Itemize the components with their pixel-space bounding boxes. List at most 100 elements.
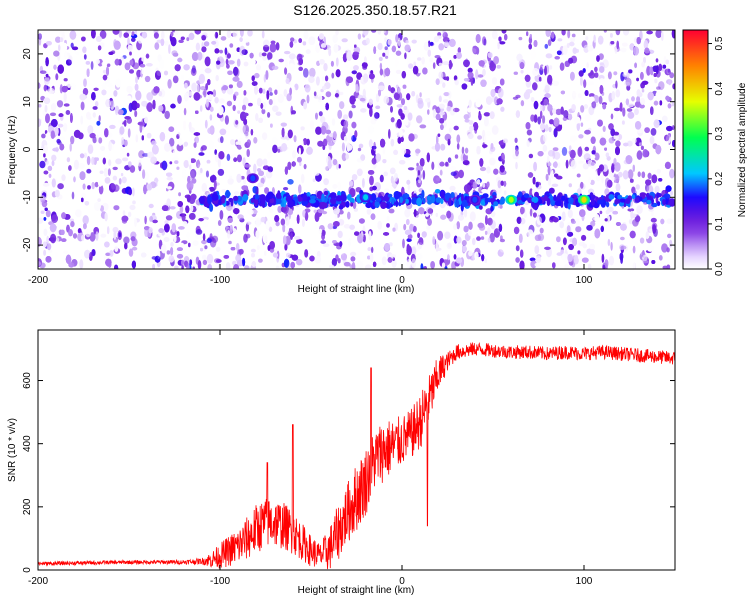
heatmap-cell (174, 265, 179, 269)
heatmap-cell (229, 43, 234, 48)
heatmap-cell (232, 228, 237, 233)
heatmap-cell (529, 257, 536, 262)
heatmap-cell (447, 157, 452, 163)
heatmap-cell (198, 152, 205, 156)
heatmap-cell (54, 126, 59, 136)
heatmap-cell (590, 136, 596, 144)
heatmap-cell (124, 62, 131, 71)
heatmap-cell (526, 129, 533, 136)
heatmap-cell (224, 115, 229, 125)
heatmap-cell (343, 224, 351, 229)
heatmap-cell (554, 56, 560, 60)
heatmap-cell (669, 239, 673, 248)
heatmap-cell (148, 203, 154, 209)
heatmap-cell (612, 210, 618, 215)
heatmap-cell (413, 61, 417, 67)
heatmap-cell (516, 53, 523, 62)
heatmap-cell (646, 245, 654, 252)
heatmap-cell (255, 217, 261, 228)
heatmap-cell (201, 254, 207, 260)
heatmap-cell (592, 155, 596, 159)
heatmap-cell (593, 34, 596, 43)
heatmap-cell (122, 157, 129, 162)
heatmap-cell (250, 248, 256, 253)
heatmap-cell (582, 163, 589, 170)
heatmap-cell (533, 114, 538, 123)
heatmap-cell (267, 112, 271, 118)
heatmap-cell (567, 253, 573, 262)
heatmap-cell (332, 183, 338, 189)
heatmap-cell (361, 62, 368, 68)
heatmap-cell (639, 237, 645, 244)
heatmap-cell (371, 246, 374, 253)
heatmap-cell (176, 166, 180, 170)
heatmap-cell (666, 264, 671, 269)
heatmap-cell (495, 187, 502, 194)
heatmap-cell (636, 37, 641, 45)
heatmap-cell (525, 122, 531, 130)
heatmap-cell (484, 230, 488, 235)
heatmap-cell (625, 155, 633, 165)
heatmap-cell (561, 146, 568, 156)
heatmap-cell (82, 46, 87, 54)
heatmap-cell (481, 188, 488, 193)
heatmap-cell (387, 257, 393, 263)
heatmap-cell (246, 139, 251, 147)
heatmap-cell (637, 129, 644, 134)
heatmap-cell (224, 47, 228, 55)
heatmap-cell (256, 244, 260, 251)
heatmap-cell (113, 40, 121, 50)
heatmap-cell (333, 221, 340, 227)
heatmap-cell (443, 92, 450, 97)
heatmap-cell (577, 146, 583, 157)
heatmap-cell (309, 255, 315, 262)
heatmap-cell (467, 71, 474, 79)
heatmap-cell (70, 221, 75, 228)
heatmap-cell (406, 179, 411, 185)
heatmap-cell (338, 209, 344, 215)
heatmap-cell (579, 209, 586, 218)
heatmap-cell (590, 239, 596, 243)
heatmap-cell (390, 139, 395, 147)
heatmap-cell (275, 221, 280, 227)
heatmap-cell (442, 82, 446, 88)
heatmap-cell (102, 157, 106, 165)
heatmap-cell (287, 129, 293, 139)
heatmap-cell (615, 30, 621, 36)
heatmap-cell (419, 158, 425, 167)
heatmap-cell (291, 254, 299, 261)
heatmap-cell (50, 119, 58, 128)
heatmap-cell (611, 164, 615, 173)
heatmap-cell (182, 221, 188, 227)
heatmap-cell (407, 184, 411, 191)
heatmap-cell (406, 258, 412, 269)
heatmap-cell (620, 236, 625, 241)
heatmap-cell (375, 105, 381, 110)
heatmap-cell (176, 134, 180, 139)
heatmap-cell (163, 237, 170, 242)
heatmap-cell (591, 150, 596, 155)
heatmap-cell (329, 264, 335, 269)
heatmap-cell (309, 67, 316, 78)
heatmap-cell (417, 179, 421, 183)
heatmap-cell (391, 45, 397, 53)
heatmap-cell (92, 106, 98, 110)
heatmap-cell (532, 68, 539, 76)
heatmap-cell (51, 154, 57, 162)
heatmap-cell (134, 110, 138, 118)
heatmap-cell (55, 252, 58, 259)
heatmap-cell (597, 119, 603, 127)
heatmap-cell (570, 159, 577, 170)
heatmap-cell (304, 208, 311, 213)
heatmap-cell (476, 145, 481, 155)
heatmap-cell (394, 173, 398, 182)
heatmap-cell (448, 38, 456, 47)
heatmap-cell (636, 77, 639, 82)
heatmap-cell (348, 110, 353, 119)
heatmap-cell (197, 260, 202, 269)
heatmap-cell (260, 216, 266, 223)
heatmap-cell (135, 90, 142, 101)
heatmap-cell (284, 67, 288, 75)
heatmap-cell (382, 159, 387, 164)
heatmap-cell (384, 188, 390, 192)
